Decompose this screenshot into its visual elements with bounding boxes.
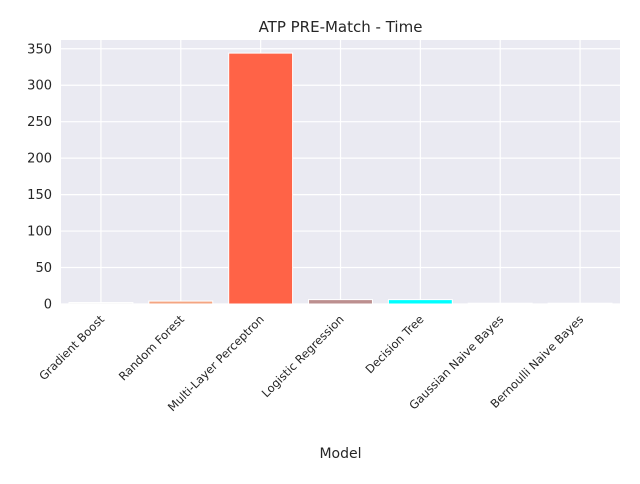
bar [387, 299, 453, 305]
x-axis-label: Model [319, 446, 361, 462]
y-tick-label: 250 [27, 115, 52, 130]
x-tick-label: Bernoulli Naive Bayes [488, 312, 587, 411]
x-tick-label: Random Forest [116, 312, 187, 383]
y-tick-label: 200 [27, 152, 52, 167]
y-tick-label: 350 [27, 42, 52, 57]
y-tick-label: 0 [44, 298, 52, 313]
y-tick-label: 150 [27, 188, 52, 203]
bar [467, 302, 533, 305]
bars [68, 52, 613, 305]
bar [148, 300, 214, 305]
y-tick-label: 50 [35, 261, 52, 276]
x-tick-label: Logistic Regression [259, 312, 347, 400]
y-tick-label: 100 [27, 225, 52, 240]
bar [308, 299, 373, 305]
bar [228, 52, 294, 305]
bar [68, 302, 134, 305]
chart-title: ATP PRE-Match - Time [259, 18, 423, 36]
y-axis-ticks: 0 50 100 150 200 250 300 350 [27, 42, 52, 312]
x-tick-label: Gradient Boost [36, 312, 107, 383]
y-tick-label: 300 [27, 79, 52, 94]
bar [547, 302, 613, 305]
x-tick-label: Decision Tree [362, 312, 426, 376]
